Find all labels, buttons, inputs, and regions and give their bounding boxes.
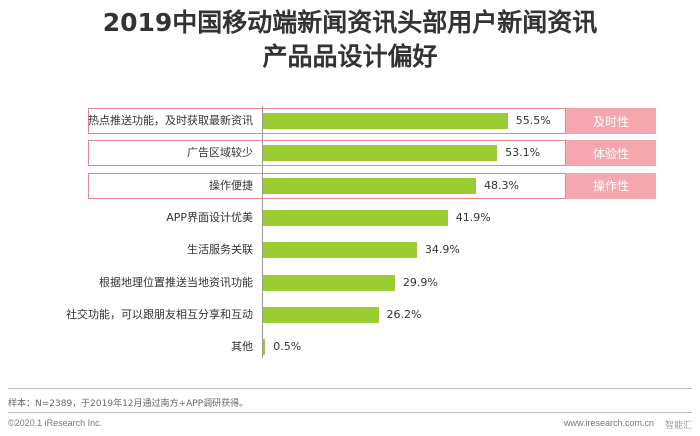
chart-title-line-2: 产品品设计偏好 <box>262 42 438 71</box>
value-label: 53.1% <box>505 146 541 160</box>
chart-title-line-1: 2019中国移动端新闻资讯头部用户新闻资讯 <box>102 8 598 37</box>
footer-divider-top <box>8 388 692 389</box>
bar <box>263 177 476 194</box>
highlight-box <box>88 172 566 199</box>
category-label: 生活服务关联 <box>187 243 253 257</box>
highlight-tag: 操作性 <box>566 172 656 199</box>
bar <box>263 209 448 226</box>
bar <box>263 306 379 323</box>
highlight-tag: 体验性 <box>566 140 656 167</box>
bar <box>263 145 498 162</box>
category-label: 社交功能，可以跟朋友相互分享和互动 <box>66 307 253 321</box>
value-label: 55.5% <box>515 114 551 127</box>
bar <box>263 339 266 356</box>
bar <box>263 242 417 259</box>
category-label: 根据地理位置推送当地资讯功能 <box>99 275 253 289</box>
website-text: www.iresearch.com.cn <box>563 418 654 428</box>
category-label: 其他 <box>231 340 253 354</box>
footer-divider-bottom <box>8 412 692 413</box>
copyright-text: ©2020.1 iResearch Inc. <box>8 418 103 428</box>
watermark-text: 智能汇 <box>664 420 692 430</box>
category-label: 操作便捷 <box>209 178 253 192</box>
value-label: 26.2% <box>386 307 422 321</box>
value-label: 48.3% <box>484 178 519 192</box>
value-label: 29.9% <box>402 275 438 289</box>
highlight-box <box>88 108 566 134</box>
bar <box>263 113 508 129</box>
category-label: APP界面设计优美 <box>166 210 253 224</box>
value-label: 34.9% <box>424 243 460 257</box>
value-label: 41.9% <box>455 210 491 224</box>
highlight-box <box>88 140 566 167</box>
bar <box>263 274 395 291</box>
value-label: 0.5% <box>273 340 302 354</box>
category-label: 热点推送功能，及时获取最新资讯 <box>88 114 253 127</box>
category-axis-line <box>262 106 263 358</box>
highlight-tag: 及时性 <box>566 108 656 134</box>
sample-note: 样本：N=2389，于2019年12月通过南方+APP调研获得。 <box>8 399 249 409</box>
category-label: 广告区域较少 <box>187 146 253 160</box>
